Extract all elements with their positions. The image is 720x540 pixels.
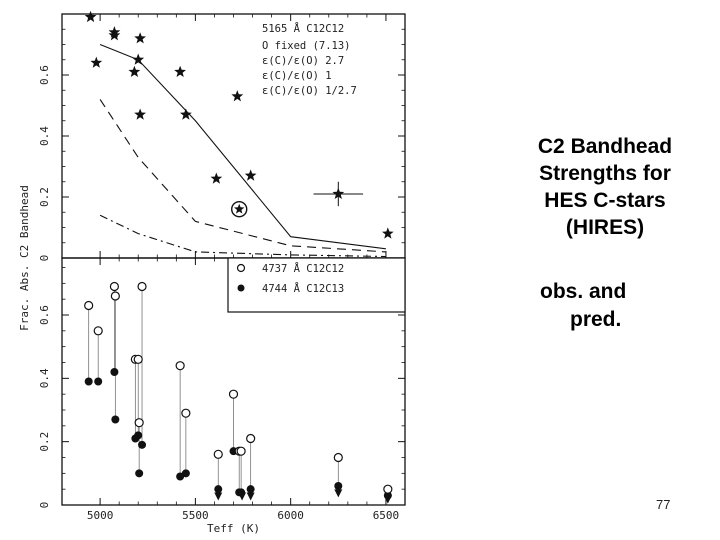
slide-subtitle-line: obs. and [540, 280, 627, 303]
model-line-dashed [99, 99, 386, 253]
open-circle-point [228, 389, 239, 399]
filled-circle-point [246, 485, 255, 494]
filled-circle-point [181, 469, 190, 478]
open-circle-point [110, 291, 120, 301]
observed-star-point [174, 65, 186, 77]
y-tick-label: 0 [38, 255, 51, 262]
open-circle-point [333, 452, 343, 463]
filled-circle-point [84, 377, 93, 386]
legend-title: 5165 Å C12C12 [262, 22, 344, 35]
observed-star-point [180, 108, 192, 120]
observed-star-point [84, 10, 97, 23]
observed-star-point [244, 169, 257, 181]
slide-subtitle-line: pred. [570, 308, 622, 331]
observed-star-point [132, 53, 145, 65]
open-circle-point [93, 326, 103, 336]
slide-title-line: C2 Bandhead [537, 135, 673, 158]
legend-open-circle-icon [236, 263, 246, 273]
bottom-legend-box [227, 257, 406, 313]
observed-star-point [108, 29, 121, 41]
slide-title-line: Strengths for [539, 162, 671, 185]
x-tick-label: 5000 [87, 509, 114, 522]
filled-circle-point [94, 377, 103, 386]
model-line-dashdot [99, 214, 386, 258]
y-tick-label: 0.4 [38, 126, 51, 146]
open-circle-point [213, 449, 223, 459]
legend-line: ε(C)/ε(O) 1/2.7 [262, 85, 357, 97]
legend-line: ε(C)/ε(O) 2.7 [262, 55, 344, 67]
observed-star-point [134, 108, 146, 120]
x-tick-label: 6500 [373, 509, 400, 522]
y-tick-label: 0 [38, 502, 51, 509]
page-number: 77 [656, 497, 671, 512]
slide-title: C2 Bandhead Strengths for HES C-stars (H… [505, 133, 705, 241]
filled-circle-point [334, 482, 343, 490]
filled-circle-point [214, 485, 223, 494]
y-tick-label: 0.2 [38, 432, 51, 452]
open-circle-point [109, 281, 120, 292]
legend-entry-label: 4744 Å C12C13 [262, 282, 344, 295]
top-panel-frame [61, 13, 406, 259]
open-circle-point [137, 281, 147, 292]
open-circle-point [246, 433, 256, 444]
slide-title-line: HES C-stars [544, 189, 666, 212]
open-circle-point [133, 354, 143, 364]
observed-star-point [231, 90, 244, 102]
observed-star-point [332, 187, 345, 199]
observed-star-point [128, 65, 141, 77]
y-tick-label: 0.6 [38, 65, 51, 85]
open-circle-point [134, 418, 144, 428]
x-tick-label: 6000 [277, 509, 304, 522]
upper-limit-arrow [214, 492, 223, 501]
legend-entry-label: 4737 Å C12C12 [262, 262, 344, 275]
y-axis-label: Frac. Abs. C2 Bandhead [18, 185, 31, 331]
filled-circle-point [383, 491, 392, 500]
upper-limit-arrow [246, 492, 255, 501]
upper-limit-arrow [334, 489, 343, 498]
filled-circle-point [237, 488, 246, 497]
legend-filled-circle-icon [237, 284, 245, 292]
y-tick-label: 0.2 [38, 187, 51, 207]
slide-title-line: (HIRES) [565, 216, 645, 239]
observed-star-point [90, 56, 103, 68]
filled-circle-point [111, 415, 120, 424]
model-line-solid [99, 43, 386, 250]
filled-circle-point [110, 368, 119, 376]
open-circle-point [181, 408, 191, 418]
y-tick-label: 0.4 [38, 368, 51, 388]
open-circle-point [383, 484, 393, 494]
legend-line: ε(C)/ε(O) 1 [262, 70, 332, 82]
filled-circle-point [138, 440, 147, 449]
legend-line: O fixed (7.13) [262, 40, 351, 52]
observed-star-point [134, 32, 146, 44]
y-tick-label: 0.6 [38, 305, 51, 325]
observed-star-point [210, 172, 223, 184]
slide-subtitle: obs. and pred. [540, 278, 690, 334]
sun-point-star [234, 203, 245, 214]
open-circle-point [236, 446, 246, 456]
open-circle-point [84, 300, 94, 311]
open-circle-point [175, 361, 185, 371]
filled-circle-point [134, 431, 143, 440]
filled-circle-point [135, 469, 144, 478]
observed-star-point [382, 227, 394, 239]
x-tick-label: 5500 [182, 509, 209, 522]
x-axis-label: Teff (K) [207, 522, 260, 535]
